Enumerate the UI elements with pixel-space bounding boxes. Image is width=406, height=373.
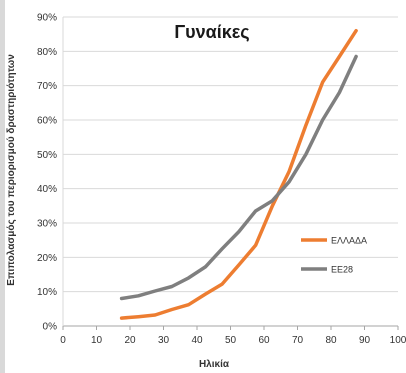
- y-tick-label: 70%: [37, 81, 57, 92]
- y-tick-label: 90%: [37, 13, 57, 24]
- y-tick-label: 80%: [37, 47, 57, 58]
- x-tick-label: 20: [124, 335, 136, 346]
- legend: ΕΛΛΑΔΑ ΕΕ28: [301, 236, 367, 275]
- x-tick-label: 100: [390, 335, 406, 346]
- legend-label: ΕΕ28: [331, 265, 353, 275]
- x-tick-label: 40: [191, 335, 203, 346]
- x-tick-label: 90: [359, 335, 371, 346]
- y-tick-label: 30%: [37, 219, 57, 230]
- x-tick-label: 10: [91, 335, 103, 346]
- x-tick-label: 80: [325, 335, 337, 346]
- y-tick-label: 20%: [37, 253, 57, 264]
- x-tick-labels: 0 10 20 30 40 50 60 70 80 90 100: [60, 335, 406, 346]
- legend-label: ΕΛΛΑΔΑ: [331, 236, 367, 246]
- chart-title: Γυναίκες: [174, 22, 249, 42]
- y-tick-label: 50%: [37, 150, 57, 161]
- series-line-ΕΛΛΑΔΑ: [119, 28, 358, 320]
- y-axis-title: Επιπολασμός του περιορισμού δραστηριότητ…: [6, 54, 17, 286]
- x-tick-label: 0: [60, 335, 66, 346]
- series-line-ΕΕ28: [119, 54, 358, 301]
- series-lines: [119, 28, 358, 320]
- x-tick-label: 30: [158, 335, 170, 346]
- y-tick-label: 40%: [37, 184, 57, 195]
- x-tick-label: 50: [225, 335, 237, 346]
- gridlines: [63, 16, 398, 293]
- x-axis-title: Ηλικία: [199, 359, 230, 370]
- y-tick-label: 0%: [43, 322, 58, 333]
- axes: [62, 17, 399, 330]
- left-border-bar: [0, 0, 5, 373]
- y-tick-labels: 0% 10% 20% 30% 40% 50% 60% 70% 80% 90%: [37, 13, 57, 333]
- y-tick-label: 60%: [37, 116, 57, 127]
- x-tick-label: 60: [258, 335, 270, 346]
- x-tick-label: 70: [292, 335, 304, 346]
- y-tick-label: 10%: [37, 287, 57, 298]
